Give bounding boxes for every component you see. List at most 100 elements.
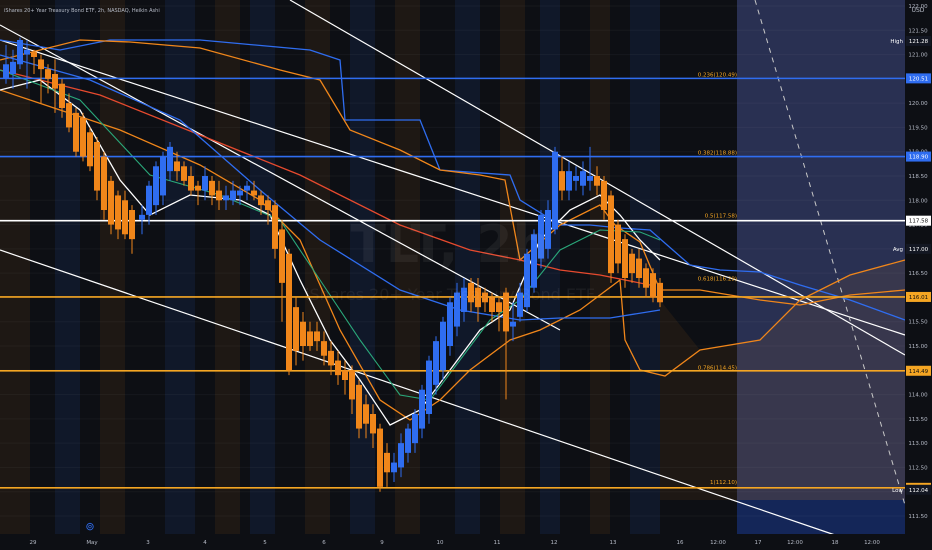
candle-body [101,156,107,210]
session-band [215,0,240,534]
candle-body [615,224,621,264]
candle-body [363,404,369,424]
candle-body [237,190,243,196]
candle-body [146,185,152,215]
price-label-value: 116.01 [909,295,928,301]
candle-body [87,132,93,167]
y-tick-label: 113.00 [908,441,928,447]
session-band [100,0,125,534]
time-axis-bg [0,534,905,550]
y-tick-label: 119.50 [908,125,928,131]
candle-body [66,103,72,128]
candle-body [608,195,614,274]
candle-body [223,195,229,201]
x-tick-label: 18 [832,540,839,546]
candle-body [94,142,100,191]
candle-body [300,321,306,346]
fib-label: 0.786(114.45) [698,366,737,372]
candle-body [650,273,656,298]
candle-body [73,112,79,152]
candle-body [426,360,432,414]
x-tick-label: 11 [494,540,501,546]
candle-body [433,341,439,385]
candle-body [80,117,86,157]
price-label-value: 117.58 [909,219,929,225]
y-tick-label: 118.50 [908,174,928,180]
x-tick-label: 12:00 [864,540,880,546]
x-axis[interactable]: 29 May 3 4 5 6 9 10 11 12 13 16 12:00 17 12:00 18 12:00 [30,540,881,546]
fib-label: 1(112.10) [710,480,737,486]
x-tick-label: May [86,540,98,546]
candle-body [129,210,135,240]
candle-body [510,321,516,327]
price-label-tag: High [890,39,903,45]
fib-label: 0.5(117.58) [705,214,737,220]
price-label-value: 114.49 [909,369,929,375]
candle-body [279,229,285,283]
trendline-dashed [754,0,906,506]
candle-body [139,214,145,220]
x-tick-label: 12 [551,540,558,546]
chart-title: iShares 20+ Year Treasury Bond ETF, 2h, … [4,8,160,14]
currency-label: USD [912,7,925,14]
candle-body [188,176,194,191]
candle-body [559,171,565,191]
price-label-value: 120.51 [909,76,928,82]
candle-body [24,49,30,55]
candle-body [594,176,600,186]
price-label-box [906,243,931,254]
event-icon[interactable]: ⊚ [85,520,94,533]
candle-body [580,171,586,186]
x-tick-label: 10 [437,540,444,546]
candle-body [230,190,236,201]
x-tick-label: 9 [380,540,384,546]
x-tick-label: 12:00 [710,540,726,546]
candle-body [566,171,572,191]
session-band [590,0,610,534]
session-band [305,0,330,534]
watermark-name: iShares 20+ Year Treasury Bond ETF [305,285,595,304]
candle-body [167,146,173,172]
session-band [250,0,275,534]
candle-body [356,384,362,429]
candle-body [573,176,579,181]
fib-label: 0.618(116.29) [698,276,737,282]
candle-body [258,195,264,206]
candle-body [405,428,411,453]
x-tick-label: 4 [203,540,207,546]
y-tick-label: 114.00 [908,393,928,399]
candle-body [31,52,37,57]
candle-body [314,331,320,342]
candle-body [482,292,488,303]
session-band [455,0,480,534]
price-axis-bg [905,0,932,550]
candle-body [643,268,649,288]
candle-body [489,297,495,312]
watermark-symbol: TLT, 2h [350,215,549,275]
candle-body [17,40,23,65]
price-labels: 121.28 High 120.51 118.90 117.58 117.00 Avg 116… [890,35,931,495]
ma-blue [0,39,906,321]
candle-body [468,282,474,303]
price-label-tag: Avg [893,247,903,253]
candle-body [160,156,166,196]
trendline-mid [0,39,906,336]
ma-blue-lower [0,54,661,321]
candle-body [174,161,180,172]
trendline-top [0,24,561,331]
candle-body [398,443,404,468]
candle-body [384,452,390,473]
price-label-box [906,151,931,162]
price-label-box [906,291,931,302]
y-tick-label: 115.00 [908,344,928,350]
x-tick-label: 3 [146,540,150,546]
candle-body [587,176,593,181]
x-tick-label: 5 [263,540,267,546]
candle-body [419,389,425,429]
candle-body [265,200,271,210]
x-tick-label: 17 [755,540,762,546]
ma-white [0,79,661,426]
candle-body [531,234,537,288]
candle-body [209,180,215,196]
